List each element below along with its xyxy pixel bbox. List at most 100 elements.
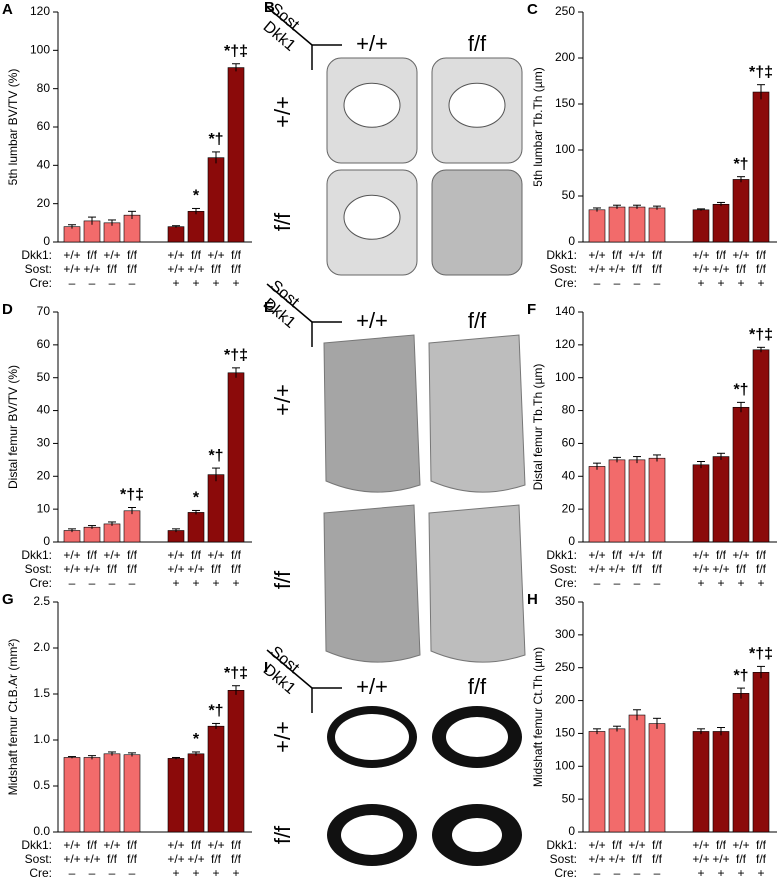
- group-label: +: [212, 866, 219, 880]
- y-tick-label: 0: [43, 534, 50, 548]
- group-label: f/f: [756, 248, 767, 262]
- y-tick-label: 100: [555, 142, 575, 156]
- group-label: f/f: [736, 262, 747, 276]
- group-label: +/+: [187, 262, 204, 276]
- femur-scan: [428, 504, 526, 663]
- group-label: +/+: [588, 248, 605, 262]
- significance-label: *†: [733, 667, 748, 684]
- y-tick-label: 2.5: [33, 594, 50, 608]
- group-label: +/+: [692, 262, 709, 276]
- group-label: –: [89, 276, 96, 290]
- row-name: Cre:: [29, 576, 52, 590]
- column-label: +/+: [356, 308, 388, 333]
- group-label: +/+: [608, 852, 625, 866]
- bar: [712, 731, 730, 833]
- group-label: f/f: [612, 548, 623, 562]
- group-label: +/+: [628, 838, 645, 852]
- y-tick-label: 20: [37, 468, 51, 482]
- significance-label: *†‡: [224, 347, 248, 364]
- group-label: –: [654, 276, 661, 290]
- group-label: f/f: [612, 838, 623, 852]
- y-tick-label: 0.0: [33, 824, 50, 838]
- group-label: f/f: [652, 262, 663, 276]
- group-label: +/+: [732, 838, 749, 852]
- significance-label: *†‡: [749, 646, 773, 663]
- group-label: –: [594, 866, 601, 880]
- row-name: Dkk1:: [546, 248, 577, 262]
- bar: [608, 459, 626, 543]
- bar: [712, 456, 730, 543]
- y-tick-label: 60: [562, 436, 576, 450]
- bar: [63, 757, 81, 833]
- bar: [167, 226, 185, 243]
- bar: [588, 731, 606, 833]
- panel-letter: E: [264, 299, 274, 316]
- bar: [227, 372, 245, 543]
- group-label: +: [212, 576, 219, 590]
- y-axis-label: 5th lumbar Tb.Th (µm): [531, 67, 545, 186]
- group-label: f/f: [231, 838, 242, 852]
- group-label: +/+: [588, 548, 605, 562]
- group-label: f/f: [127, 262, 138, 276]
- bar: [732, 406, 750, 543]
- row-name: Sost:: [25, 852, 52, 866]
- significance-label: *†: [208, 703, 223, 720]
- y-tick-label: 200: [555, 693, 575, 707]
- y-axis-label: 5th lumbar BV/TV (%): [6, 69, 20, 186]
- group-label: +/+: [207, 548, 224, 562]
- bar: [648, 723, 666, 833]
- group-label: –: [614, 866, 621, 880]
- group-label: f/f: [756, 562, 767, 576]
- group-label: f/f: [191, 838, 202, 852]
- panel-letter: G: [2, 591, 14, 608]
- group-label: +/+: [63, 562, 80, 576]
- y-tick-label: 1.0: [33, 732, 50, 746]
- y-tick-label: 100: [555, 758, 575, 772]
- group-label: f/f: [231, 248, 242, 262]
- panel-letter: A: [2, 1, 13, 18]
- group-label: +: [717, 866, 724, 880]
- group-label: +: [192, 276, 199, 290]
- bar: [648, 207, 666, 243]
- group-label: f/f: [756, 262, 767, 276]
- row-name: Sost:: [550, 562, 577, 576]
- group-label: f/f: [652, 562, 663, 576]
- y-tick-label: 20: [37, 196, 51, 210]
- group-label: +/+: [63, 548, 80, 562]
- femur-scan: [323, 334, 421, 493]
- group-label: +/+: [588, 838, 605, 852]
- group-label: –: [634, 276, 641, 290]
- row-label: f/f: [270, 570, 295, 589]
- group-label: +/+: [692, 852, 709, 866]
- group-label: f/f: [87, 548, 98, 562]
- y-tick-label: 50: [562, 791, 576, 805]
- group-label: f/f: [127, 852, 138, 866]
- group-label: f/f: [107, 562, 118, 576]
- group-label: f/f: [231, 562, 242, 576]
- significance-label: *: [193, 188, 200, 205]
- group-label: +: [737, 866, 744, 880]
- y-tick-label: 0: [568, 534, 575, 548]
- y-tick-label: 50: [562, 188, 576, 202]
- group-label: +/+: [167, 248, 184, 262]
- femur-scan: [428, 334, 526, 493]
- y-tick-label: 0: [568, 824, 575, 838]
- group-label: +: [232, 576, 239, 590]
- bar: [712, 203, 730, 243]
- row-name: Cre:: [29, 276, 52, 290]
- group-label: f/f: [612, 248, 623, 262]
- marrow: [446, 717, 508, 757]
- group-label: –: [109, 866, 116, 880]
- significance-label: *†‡: [224, 43, 248, 60]
- group-label: +/+: [103, 838, 120, 852]
- y-tick-label: 120: [555, 337, 575, 351]
- y-tick-label: 50: [37, 370, 51, 384]
- group-label: f/f: [191, 248, 202, 262]
- group-label: +: [172, 866, 179, 880]
- bar: [692, 209, 710, 243]
- y-tick-label: 10: [37, 501, 51, 515]
- group-label: +: [757, 276, 764, 290]
- y-tick-label: 60: [37, 337, 51, 351]
- y-tick-label: 80: [37, 81, 51, 95]
- panel-letter: D: [2, 301, 13, 318]
